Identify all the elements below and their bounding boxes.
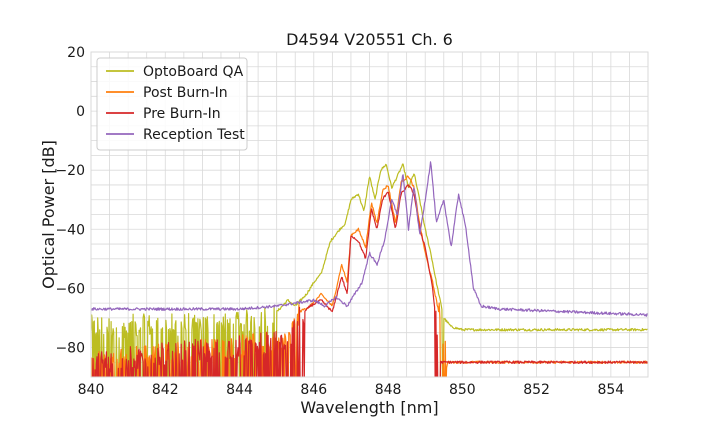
- x-axis-label: Wavelength [nm]: [300, 398, 438, 417]
- x-tick-label: 850: [449, 382, 476, 398]
- y-tick-label: −80: [55, 340, 85, 356]
- x-tick-label: 848: [375, 382, 402, 398]
- y-axis-label: Optical Power [dB]: [39, 140, 58, 289]
- legend-label-reception-test: Reception Test: [143, 127, 245, 143]
- x-tick-label: 846: [300, 382, 327, 398]
- series-line-reception-test: [91, 161, 648, 317]
- x-tick-label: 840: [78, 382, 105, 398]
- chart-title: D4594 V20551 Ch. 6: [286, 30, 453, 49]
- tick-labels: 840 842 844 846 848 850 852 854 20 0 −20 −40 −60 −80: [55, 45, 624, 398]
- y-tick-label: −20: [55, 163, 85, 179]
- x-tick-label: 854: [597, 382, 624, 398]
- legend: OptoBoard QA Post Burn-In Pre Burn-In Re…: [96, 57, 248, 151]
- legend-label-post-burn-in: Post Burn-In: [143, 85, 228, 101]
- x-tick-label: 842: [152, 382, 179, 398]
- y-tick-label: 0: [76, 104, 85, 120]
- y-tick-label: −40: [55, 222, 85, 238]
- y-tick-label: −60: [55, 281, 85, 297]
- legend-label-pre-burn-in: Pre Burn-In: [143, 106, 221, 122]
- x-tick-label: 852: [523, 382, 550, 398]
- legend-label-optoboard-qa: OptoBoard QA: [143, 64, 244, 80]
- series-layer: [91, 161, 648, 377]
- plot-frame: [90, 51, 649, 378]
- y-tick-label: 20: [67, 45, 85, 61]
- series-line-optoboard-qa: [91, 163, 648, 377]
- x-tick-label: 844: [226, 382, 253, 398]
- series-line-pre-burn-in: [92, 184, 648, 377]
- legend-box: [96, 57, 248, 151]
